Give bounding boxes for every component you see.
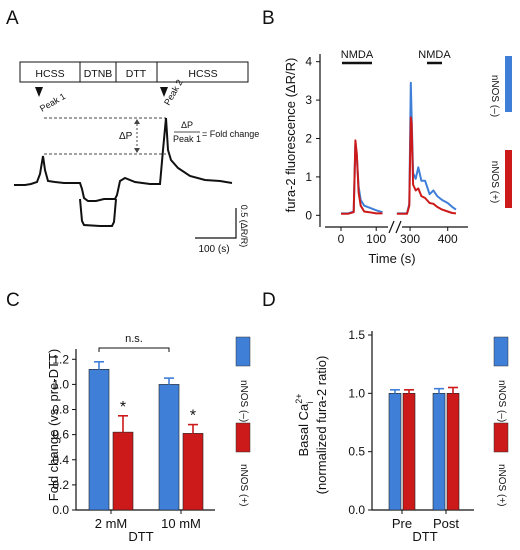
scalebar-y-label: 0.5 (ΔR/R) (239, 205, 249, 248)
legend-b-blue-swatch (505, 56, 512, 112)
bar-nnos-plus (402, 393, 416, 511)
y-tick-label: 1.2 (52, 352, 69, 366)
y-tick-label: 0.8 (52, 403, 69, 417)
panel-d-y-axis-label-line2: (normalized fura-2 ratio) (314, 356, 329, 495)
panel-c-label: C (6, 290, 20, 311)
b-axis-break (395, 220, 402, 234)
legend-c-nnos-minus: nNOS (–) (238, 380, 249, 422)
scalebar-x-label: 100 (s) (198, 244, 229, 255)
y-tick-label: 0.0 (52, 503, 69, 517)
b-axis-break (388, 220, 395, 234)
panel-d-legend: nNOS (–) nNOS (+) (493, 336, 509, 507)
protocol-hcss-2: HCSS (188, 68, 217, 80)
panel-a-label: A (6, 8, 19, 29)
b-x-tick-label: 100 (366, 232, 386, 246)
protocol-dtnb: DTNB (84, 68, 113, 80)
x-tick-label: 2 mM (95, 516, 128, 531)
panel-d-ylabel-sup: 2+ (294, 393, 304, 403)
peak2-arrow (160, 87, 168, 97)
b-y-tick-label: 4 (305, 55, 312, 69)
legend-d-red-swatch (493, 422, 509, 453)
equation-numerator: ΔP (181, 120, 193, 130)
legend-b-red-swatch (505, 150, 512, 208)
panel-a-protocol-bar: HCSS DTNB DTT HCSS (19, 61, 249, 83)
legend-c-red-swatch (235, 422, 251, 453)
panel-c-y-axis-label: Fold change (vs. pre-DTT) (46, 349, 61, 501)
b-x-tick-label: 300 (400, 232, 420, 246)
legend-b-nnos-minus: nNOS (–) (489, 75, 500, 117)
ns-bracket (98, 347, 170, 352)
bar-nnos-minus (388, 393, 402, 511)
panel-d-ylabel-sub: i (305, 401, 315, 403)
protocol-hcss-1: HCSS (35, 68, 64, 80)
trace-nnos-minus (396, 81, 457, 215)
panel-a-dtt-dip (79, 198, 117, 227)
b-x-tick-label: 0 (338, 232, 345, 246)
significance-star: * (190, 408, 196, 425)
y-tick-label: 0.0 (348, 503, 365, 517)
legend-d-nnos-minus: nNOS (–) (496, 380, 507, 422)
bar-nnos-plus (446, 393, 460, 511)
bar-nnos-minus (432, 393, 446, 511)
panel-d-label: D (262, 290, 276, 311)
equation-rhs: = Fold change (202, 129, 259, 139)
y-tick-label: 0.6 (52, 428, 69, 442)
panel-b-plot: 0 1 2 3 4 0 100 300 400 NMDA NMDA (305, 49, 468, 246)
b-y-tick-label: 1 (305, 170, 312, 184)
y-tick-label: 0.4 (52, 453, 69, 467)
delta-p-label: ΔP (119, 131, 133, 142)
b-y-tick-label: 3 (305, 93, 312, 107)
y-tick-label: 1.0 (348, 386, 365, 400)
panel-c-x-axis-label: DTT (128, 529, 153, 544)
legend-d-nnos-plus: nNOS (+) (496, 464, 507, 507)
delta-arrow-down (134, 148, 140, 153)
bar-nnos-plus (182, 433, 204, 511)
peak1-arrow (35, 87, 43, 97)
b-y-tick-label: 2 (305, 132, 312, 146)
panel-b-y-axis-label: fura-2 fluorescence (ΔR/R) (283, 58, 298, 213)
y-tick-label: 1.0 (52, 377, 69, 391)
nmda-label: NMDA (341, 49, 374, 61)
trace-nnos-minus (341, 143, 383, 215)
bar-nnos-plus (112, 431, 134, 511)
protocol-dtt: DTT (126, 68, 147, 80)
panel-b-x-axis-label: Time (s) (368, 251, 415, 266)
legend-b-nnos-plus: nNOS (+) (489, 161, 500, 204)
nmda-label: NMDA (418, 49, 451, 61)
y-tick-label: 1.5 (348, 328, 365, 342)
panel-d-y-axis-label-line1: Basal Ca2+i (294, 393, 315, 456)
peak1-label: Peak 1 (38, 91, 67, 114)
panel-c-legend: nNOS (–) nNOS (+) (235, 336, 251, 507)
trace-nnos-plus (396, 116, 457, 215)
x-tick-label: Pre (392, 516, 412, 531)
panel-b-label: B (262, 8, 275, 29)
legend-d-blue-swatch (493, 336, 509, 367)
b-x-tick-label: 400 (438, 232, 458, 246)
legend-c-nnos-plus: nNOS (+) (238, 464, 249, 507)
y-tick-label: 0.2 (52, 478, 69, 492)
panel-b-legend: nNOS (–) nNOS (+) (489, 56, 512, 208)
equation-denominator: Peak 1 (173, 134, 201, 144)
panel-a-scalebar: 0.5 (ΔR/R) 100 (s) (195, 205, 249, 255)
panel-a-trace (14, 117, 233, 202)
panel-d-ylabel-main: Basal Ca (296, 403, 311, 457)
x-tick-label: 10 mM (161, 516, 201, 531)
panel-d-plot: 0.0 0.5 1.0 1.5 Pre Post (348, 328, 474, 531)
panel-c-plot: 0.0 0.2 0.4 0.6 0.8 1.0 1.2 2 mM * 10 mM * n.s. (52, 333, 215, 531)
significance-star: * (120, 399, 126, 416)
b-y-tick-label: 0 (305, 208, 312, 222)
ns-label: n.s. (125, 333, 143, 345)
bar-nnos-minus (158, 384, 180, 511)
bar-nnos-minus (88, 369, 110, 511)
delta-arrow-up (134, 119, 140, 124)
legend-c-blue-swatch (235, 336, 251, 367)
y-tick-label: 0.5 (348, 445, 365, 459)
x-tick-label: Post (433, 516, 459, 531)
trace-nnos-plus (341, 139, 383, 215)
panel-d-x-axis-label: DTT (412, 529, 437, 544)
